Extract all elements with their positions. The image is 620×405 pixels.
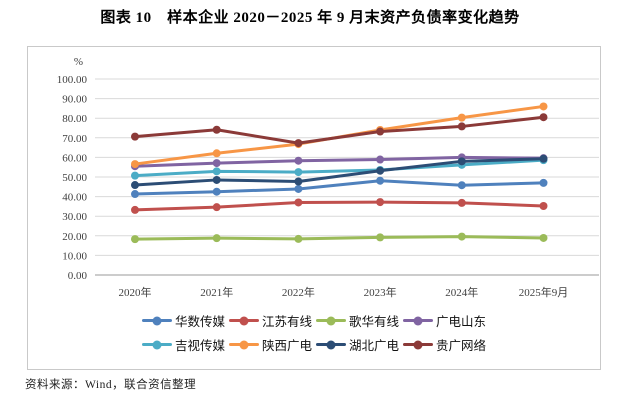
legend-label: 陕西广电 (261, 339, 312, 353)
series-歌华有线 (131, 232, 548, 244)
legend-row: 华数传媒 江苏有线 歌华有线 广电山东 (141, 311, 486, 330)
x-tick-label: 2024年 (445, 285, 478, 299)
chart-frame: 0.00 10.00 20.00 30.00 40.00 50.00 60.00 70.00 8… (27, 46, 601, 370)
legend-label: 歌华有线 (349, 315, 400, 329)
y-axis-unit: % (74, 56, 83, 68)
x-tick-label: 2023年 (364, 285, 397, 299)
legend-label: 吉视传媒 (174, 339, 225, 353)
y-tick-label: 20.00 (62, 231, 87, 243)
legend-item: 湖北广电 (316, 335, 399, 354)
series-江苏有线 (131, 198, 548, 214)
y-tick-label: 30.00 (62, 211, 87, 223)
legend-line-marker-icon (228, 316, 259, 325)
legend-label: 广电山东 (436, 315, 487, 329)
legend-line-marker-icon (403, 316, 434, 325)
legend-item: 陕西广电 (228, 335, 312, 354)
series-湖北广电 (131, 154, 548, 190)
y-tick-label: 40.00 (62, 192, 87, 204)
legend-line-marker-icon (141, 340, 172, 349)
legend-line-marker-icon (316, 340, 346, 349)
series-华数传媒 (131, 176, 548, 199)
legend-item: 华数传媒 (141, 311, 225, 330)
legend-item: 江苏有线 (228, 311, 312, 330)
x-tick-label: 2020年 (119, 285, 152, 299)
legend-label: 湖北广电 (349, 339, 400, 353)
y-tick-label: 50.00 (62, 172, 87, 184)
legend-item: 贵广网络 (403, 335, 486, 354)
y-tick-label: 90.00 (62, 94, 87, 106)
legend-line-marker-icon (228, 340, 259, 349)
legend-row: 吉视传媒 陕西广电 湖北广电 贵广网络 (141, 335, 486, 354)
chart-legend: 华数传媒 江苏有线 歌华有线 广电山东吉视传媒 陕西广电 湖北广电 贵广网络 (28, 311, 600, 354)
legend-line-marker-icon (403, 340, 434, 349)
legend-label: 江苏有线 (261, 315, 312, 329)
legend-label: 贵广网络 (436, 339, 487, 353)
y-tick-label: 100.00 (57, 74, 88, 86)
x-tick-label: 2022年 (282, 285, 315, 299)
legend-item: 吉视传媒 (141, 335, 225, 354)
legend-line-marker-icon (316, 316, 346, 325)
legend-item: 广电山东 (403, 311, 486, 330)
x-tick-label: 2021年 (200, 285, 233, 299)
legend-item: 歌华有线 (316, 311, 399, 330)
y-tick-label: 70.00 (62, 133, 87, 145)
y-tick-label: 10.00 (62, 250, 87, 262)
y-tick-label: 60.00 (62, 152, 87, 164)
series-贵广网络 (131, 113, 548, 148)
chart-plot: 0.00 10.00 20.00 30.00 40.00 50.00 60.00 70.00 8… (57, 56, 599, 299)
y-tick-label: 0.00 (68, 270, 88, 282)
legend-label: 华数传媒 (174, 315, 225, 329)
source-note: 资料来源：Wind，联合资信整理 (25, 379, 197, 391)
x-tick-label: 2025年9月 (519, 285, 569, 299)
y-tick-label: 80.00 (62, 113, 87, 125)
legend-line-marker-icon (141, 316, 172, 325)
chart-title: 图表 10 样本企业 2020－2025 年 9 月末资产负债率变化趋势 (100, 10, 520, 26)
